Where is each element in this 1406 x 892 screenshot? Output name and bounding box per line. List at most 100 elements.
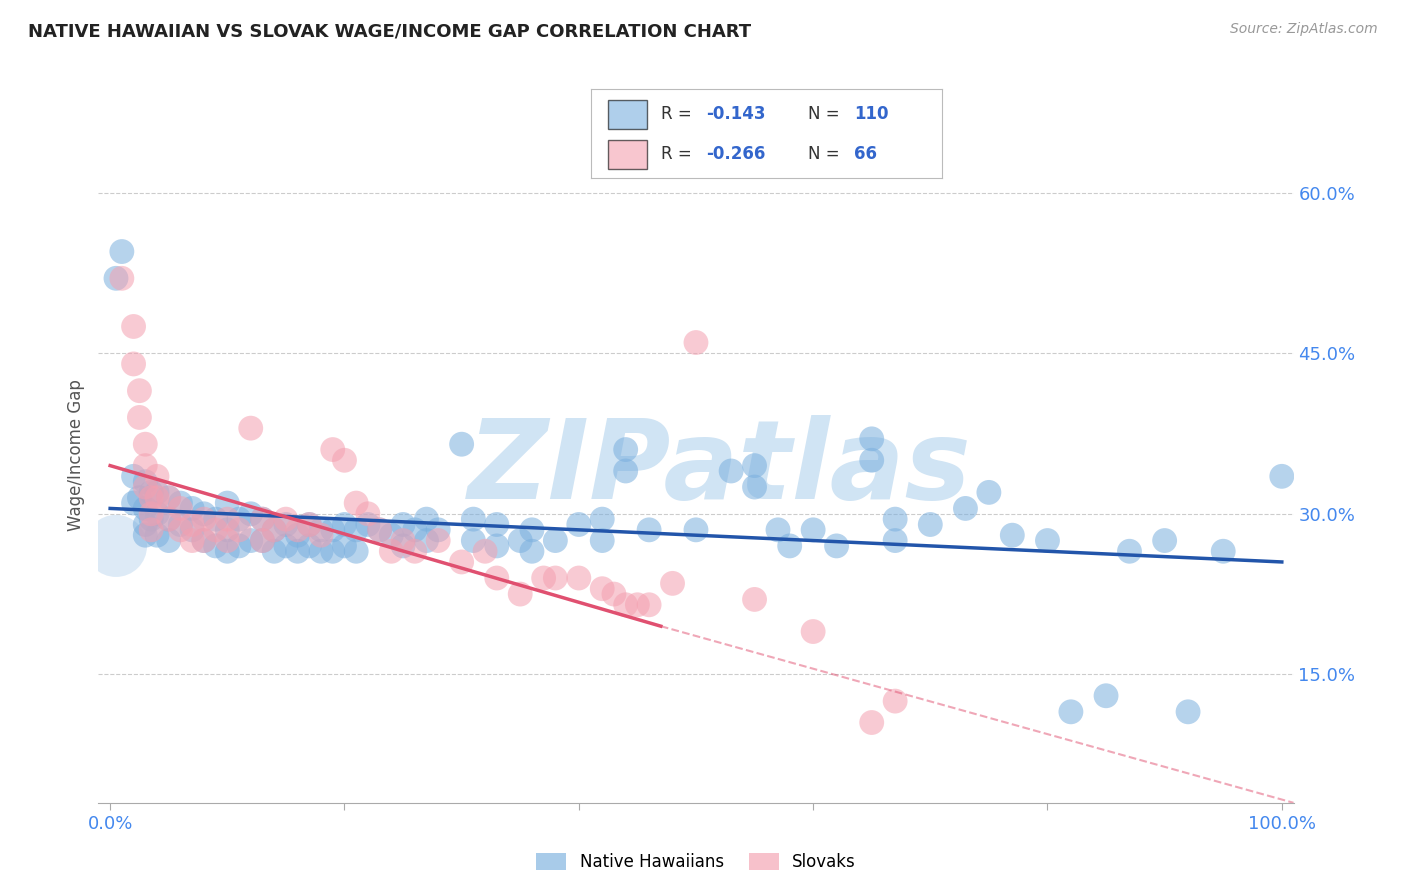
Point <box>217 512 239 526</box>
Point <box>141 507 163 521</box>
Point <box>368 523 391 537</box>
Point <box>368 523 391 537</box>
Point <box>169 501 191 516</box>
Y-axis label: Wage/Income Gap: Wage/Income Gap <box>66 379 84 531</box>
Point <box>309 544 332 558</box>
Point <box>134 501 156 516</box>
Point <box>1036 533 1059 548</box>
Text: Source: ZipAtlas.com: Source: ZipAtlas.com <box>1230 22 1378 37</box>
Point <box>298 517 321 532</box>
Point <box>509 587 531 601</box>
Point <box>122 319 145 334</box>
Point <box>603 587 626 601</box>
Point <box>357 507 380 521</box>
Point <box>520 523 543 537</box>
Point <box>568 517 591 532</box>
Text: -0.266: -0.266 <box>707 145 766 163</box>
Text: 66: 66 <box>853 145 877 163</box>
Point <box>193 512 215 526</box>
Point <box>801 523 824 537</box>
Point <box>252 512 274 526</box>
Point <box>344 496 367 510</box>
Point <box>146 528 169 542</box>
Point <box>1060 705 1083 719</box>
Point <box>141 485 163 500</box>
Point <box>614 598 637 612</box>
Point <box>193 533 215 548</box>
Point <box>157 491 180 505</box>
Point <box>380 528 402 542</box>
Point <box>134 475 156 489</box>
Point <box>134 458 156 473</box>
Point <box>415 512 437 526</box>
Point <box>169 517 191 532</box>
Point <box>322 523 344 537</box>
Point <box>392 533 415 548</box>
Point <box>228 512 250 526</box>
Point <box>766 523 789 537</box>
Text: R =: R = <box>661 105 697 123</box>
Point <box>415 533 437 548</box>
Point <box>252 512 274 526</box>
Point <box>744 592 766 607</box>
Point <box>217 533 239 548</box>
Point <box>685 335 707 350</box>
Point <box>146 469 169 483</box>
Point <box>134 528 156 542</box>
Point <box>779 539 801 553</box>
Point <box>122 357 145 371</box>
Point <box>1271 469 1294 483</box>
Point <box>685 523 707 537</box>
Point <box>626 598 648 612</box>
Point <box>450 437 472 451</box>
Point <box>146 507 169 521</box>
Point <box>274 512 297 526</box>
Point <box>1177 705 1199 719</box>
Point <box>485 571 508 585</box>
Point <box>392 539 415 553</box>
Point <box>181 523 204 537</box>
Point <box>450 555 472 569</box>
Point <box>239 421 262 435</box>
Point <box>128 491 150 505</box>
Point <box>638 523 661 537</box>
Point <box>141 512 163 526</box>
Point <box>509 533 531 548</box>
Point <box>111 271 134 285</box>
Point <box>744 458 766 473</box>
Point <box>920 517 942 532</box>
Point <box>204 512 226 526</box>
Point <box>309 523 332 537</box>
Point <box>1118 544 1140 558</box>
Point <box>333 517 356 532</box>
Point <box>252 533 274 548</box>
Point <box>134 517 156 532</box>
Point <box>860 453 883 467</box>
Point <box>274 539 297 553</box>
Point <box>239 533 262 548</box>
Point <box>157 491 180 505</box>
Point <box>661 576 683 591</box>
Point <box>193 507 215 521</box>
Text: R =: R = <box>661 145 697 163</box>
Point <box>474 544 496 558</box>
Point <box>287 544 309 558</box>
Point <box>169 496 191 510</box>
Point <box>169 523 191 537</box>
Point <box>204 539 226 553</box>
Text: ZIPatlas: ZIPatlas <box>468 416 972 523</box>
Point <box>322 442 344 457</box>
Point <box>122 469 145 483</box>
Point <box>134 480 156 494</box>
Point <box>1001 528 1024 542</box>
Point <box>884 512 907 526</box>
Point <box>568 571 591 585</box>
Point <box>1153 533 1175 548</box>
Point <box>591 512 613 526</box>
Legend: Native Hawaiians, Slovaks: Native Hawaiians, Slovaks <box>530 847 862 878</box>
Point <box>298 517 321 532</box>
Point <box>322 544 344 558</box>
Point <box>181 501 204 516</box>
Text: N =: N = <box>808 145 845 163</box>
Point <box>263 523 285 537</box>
